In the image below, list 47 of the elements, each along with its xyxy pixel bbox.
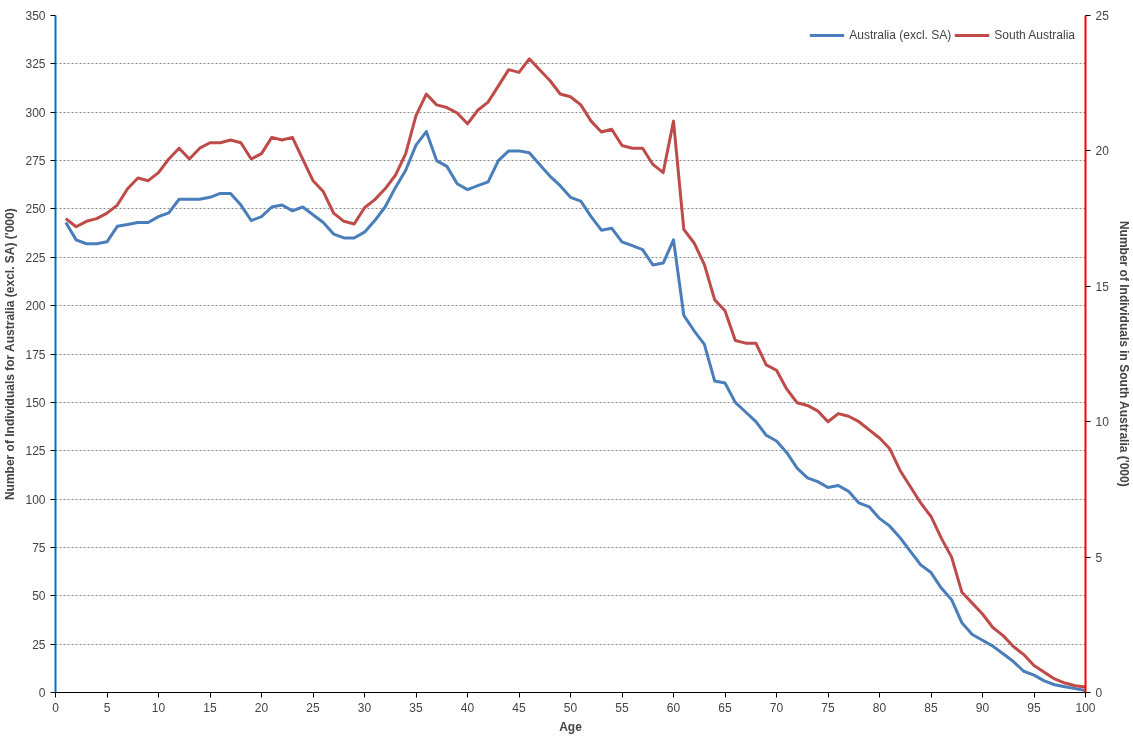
- x-tick-label: 20: [254, 700, 269, 715]
- x-tick-label: 0: [52, 700, 60, 715]
- y-tick-label: 325: [25, 57, 46, 72]
- y2-tick-label: 5: [1095, 550, 1103, 565]
- y2-axis-title: Number of Individuals in South Australia ('000): [1116, 220, 1131, 487]
- y-tick-label: 100: [25, 492, 46, 507]
- y-tick-label: 275: [25, 154, 46, 169]
- y-axis-title: Number of Individuals for Australia (excl. SA) ('000): [3, 208, 18, 501]
- x-tick-label: 5: [103, 700, 111, 715]
- y-tick-label: 300: [25, 105, 46, 120]
- y2-tick-label: 10: [1095, 415, 1110, 430]
- y-tick-label: 225: [25, 250, 46, 265]
- legend-label: Australia (excl. SA): [849, 28, 952, 42]
- x-tick-label: 65: [718, 700, 732, 715]
- x-tick-label: 55: [615, 700, 629, 715]
- y-tick-label: 175: [25, 347, 46, 362]
- x-tick-label: 80: [872, 700, 887, 715]
- y2-tick-label: 25: [1095, 9, 1110, 23]
- y2-tick-label: 20: [1095, 144, 1110, 159]
- x-tick-label: 50: [563, 700, 578, 715]
- y-tick-label: 50: [32, 589, 46, 604]
- y-tick-label: 25: [32, 637, 46, 652]
- x-tick-label: 15: [203, 700, 217, 715]
- x-tick-label: 35: [409, 700, 423, 715]
- legend-label: South Australia: [994, 28, 1075, 42]
- x-tick-label: 100: [1075, 700, 1096, 715]
- x-axis-title: Age: [559, 719, 583, 734]
- x-tick-label: 60: [666, 700, 681, 715]
- x-tick-label: 75: [821, 700, 835, 715]
- y-tick-label: 250: [25, 202, 46, 217]
- x-tick-label: 30: [357, 700, 372, 715]
- y2-tick-label: 15: [1095, 279, 1110, 294]
- x-tick-label: 90: [975, 700, 990, 715]
- x-tick-label: 40: [460, 700, 475, 715]
- y-tick-label: 125: [25, 444, 46, 459]
- x-tick-label: 70: [769, 700, 784, 715]
- y-tick-label: 350: [25, 9, 46, 23]
- y-tick-label: 200: [25, 299, 46, 314]
- x-tick-label: 45: [512, 700, 526, 715]
- y-tick-label: 0: [38, 686, 46, 700]
- y-tick-label: 75: [32, 540, 46, 555]
- x-tick-label: 85: [924, 700, 938, 715]
- x-tick-label: 25: [306, 700, 320, 715]
- y2-tick-label: 0: [1095, 686, 1103, 700]
- x-tick-label: 95: [1027, 700, 1041, 715]
- x-tick-label: 10: [151, 700, 166, 715]
- y-tick-label: 150: [25, 395, 46, 410]
